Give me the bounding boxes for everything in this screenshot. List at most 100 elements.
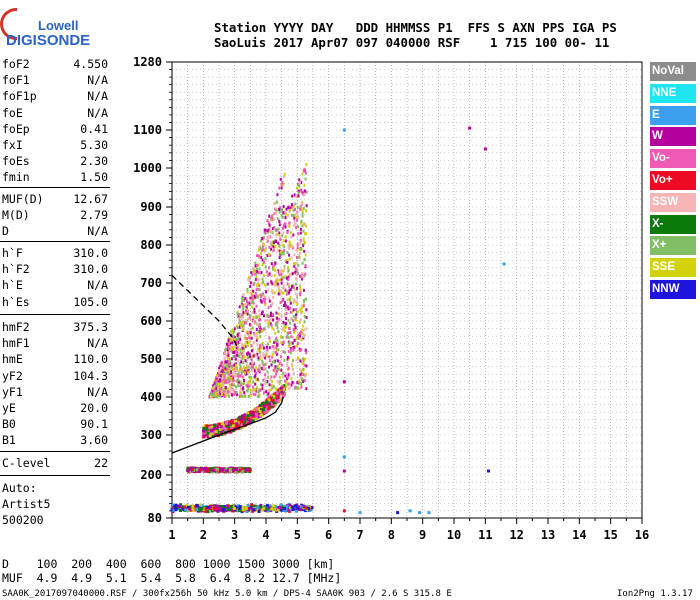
data-point (265, 406, 269, 410)
data-point (218, 427, 222, 431)
data-point (231, 388, 234, 392)
data-point (225, 469, 229, 473)
data-point (240, 416, 244, 420)
data-point (247, 508, 251, 512)
data-point (238, 506, 242, 510)
data-point (278, 207, 281, 211)
data-point (299, 284, 302, 288)
data-point (237, 359, 240, 363)
data-point-isolated (468, 126, 472, 130)
data-point (202, 427, 206, 431)
param-value: 104.3 (73, 368, 108, 383)
data-point (233, 383, 236, 387)
data-point (225, 393, 228, 397)
data-point (221, 373, 224, 377)
data-point (236, 349, 239, 353)
data-point (259, 350, 262, 354)
data-point (211, 387, 214, 391)
data-point-isolated (396, 511, 400, 515)
data-point (208, 505, 212, 509)
data-point (214, 386, 217, 390)
data-point (293, 298, 296, 302)
data-point (289, 321, 292, 325)
data-point (287, 268, 290, 272)
data-point (220, 504, 224, 508)
data-point (299, 288, 302, 292)
data-point (292, 368, 295, 372)
auto-scaling-line3: 500200 (2, 513, 44, 527)
data-point (253, 281, 256, 285)
data-point (302, 324, 305, 328)
data-point (265, 270, 268, 274)
data-point (207, 470, 211, 474)
data-point (284, 508, 288, 512)
data-point (201, 508, 205, 512)
data-point (252, 348, 255, 352)
data-point (219, 395, 222, 399)
data-point (289, 351, 292, 355)
data-point (245, 365, 248, 369)
data-point (238, 369, 241, 373)
data-point (224, 353, 227, 357)
data-point (229, 385, 232, 389)
data-point (278, 317, 281, 321)
data-point (260, 255, 263, 259)
data-point (268, 355, 271, 359)
data-point (210, 505, 214, 509)
data-point (246, 344, 249, 348)
data-point (280, 340, 283, 344)
data-point (269, 304, 272, 308)
data-point (238, 468, 242, 472)
logo-arc-icon (0, 8, 17, 40)
data-point (293, 216, 296, 220)
data-point (236, 373, 239, 377)
data-point (282, 224, 285, 228)
data-point (237, 340, 240, 344)
data-point (267, 388, 270, 392)
data-point (296, 182, 299, 186)
data-point (227, 370, 230, 374)
data-point (266, 253, 269, 257)
legend-item-e: E (650, 105, 696, 125)
data-point (293, 287, 296, 291)
data-point (252, 289, 255, 293)
data-point (268, 346, 271, 350)
data-point (287, 382, 290, 386)
data-point (242, 361, 245, 365)
param-row-hmf1: hmF1 N/A (2, 335, 108, 351)
data-point (267, 402, 271, 406)
data-point (204, 509, 208, 513)
data-point (268, 365, 271, 369)
data-point (255, 389, 258, 393)
data-point (229, 387, 232, 391)
data-point (290, 377, 293, 381)
data-point (284, 222, 287, 226)
data-point (285, 292, 288, 296)
param-row-hmf2: hmF2 375.3 (2, 319, 108, 335)
data-point (304, 272, 307, 276)
data-point (195, 507, 199, 511)
data-point (228, 467, 232, 471)
logo-text-bottom: DIGISONDE (6, 32, 91, 49)
data-point (259, 344, 262, 348)
data-point (224, 391, 227, 395)
data-point (219, 363, 222, 367)
x-tick-label: 15 (603, 528, 617, 542)
x-tick-label: 4 (262, 528, 269, 542)
data-point (302, 206, 305, 210)
data-point (256, 386, 259, 390)
data-point (251, 411, 255, 415)
data-point (249, 314, 252, 318)
data-point (277, 388, 281, 392)
data-point (232, 334, 235, 338)
data-point (253, 320, 256, 324)
param-label: foE (2, 105, 23, 120)
data-point (273, 263, 276, 267)
data-point (213, 384, 216, 388)
data-point (246, 352, 249, 356)
data-point (285, 317, 288, 321)
data-point (292, 300, 295, 304)
data-point (284, 371, 287, 375)
data-point (280, 253, 283, 257)
